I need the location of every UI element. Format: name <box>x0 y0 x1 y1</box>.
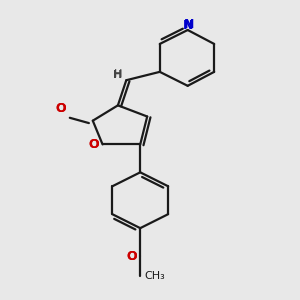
Text: N: N <box>182 19 193 32</box>
Text: O: O <box>56 102 66 115</box>
Text: O: O <box>89 138 100 151</box>
Text: O: O <box>56 102 66 115</box>
Text: H: H <box>114 69 123 79</box>
Text: O: O <box>126 250 136 262</box>
Text: CH₃: CH₃ <box>144 271 165 281</box>
Text: O: O <box>127 250 137 262</box>
Text: H: H <box>113 70 122 80</box>
Text: N: N <box>184 19 194 32</box>
Text: O: O <box>88 138 99 151</box>
